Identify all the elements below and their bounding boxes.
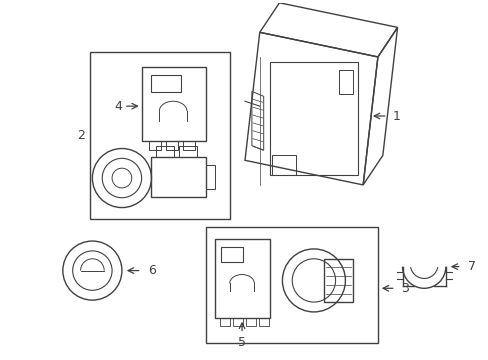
Bar bbox=[245, 318, 255, 326]
Bar bbox=[258, 318, 268, 326]
Text: 7: 7 bbox=[467, 260, 474, 273]
Bar bbox=[271, 156, 296, 175]
Text: 3: 3 bbox=[401, 282, 408, 295]
Text: 1: 1 bbox=[392, 109, 400, 122]
Bar bbox=[215, 239, 269, 318]
Bar bbox=[151, 157, 205, 197]
Bar bbox=[151, 75, 181, 93]
Text: 4: 4 bbox=[114, 100, 122, 113]
Bar bbox=[90, 52, 230, 219]
Bar bbox=[205, 227, 377, 343]
Bar bbox=[221, 247, 243, 262]
Bar bbox=[183, 141, 194, 150]
Text: 5: 5 bbox=[238, 336, 245, 349]
Bar bbox=[156, 145, 174, 157]
Bar bbox=[142, 67, 205, 141]
Bar bbox=[220, 318, 230, 326]
Bar bbox=[179, 145, 196, 157]
Bar bbox=[233, 318, 243, 326]
Bar bbox=[166, 141, 178, 150]
Bar bbox=[149, 141, 161, 150]
Bar bbox=[338, 70, 352, 94]
Text: 2: 2 bbox=[77, 129, 84, 142]
Bar bbox=[269, 62, 358, 175]
Text: 6: 6 bbox=[148, 264, 156, 277]
Bar bbox=[323, 259, 352, 302]
Bar bbox=[205, 165, 215, 189]
